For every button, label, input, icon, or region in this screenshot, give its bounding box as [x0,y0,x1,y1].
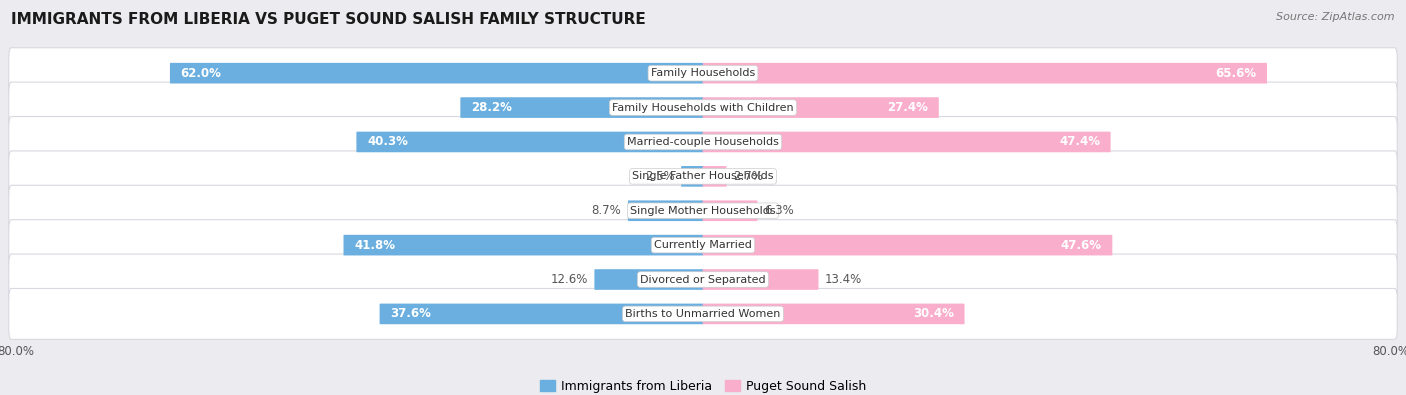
Text: Source: ZipAtlas.com: Source: ZipAtlas.com [1277,12,1395,22]
FancyBboxPatch shape [681,166,703,187]
FancyBboxPatch shape [703,269,818,290]
Text: 37.6%: 37.6% [391,307,432,320]
FancyBboxPatch shape [8,185,1398,236]
FancyBboxPatch shape [8,288,1398,339]
FancyBboxPatch shape [703,304,965,324]
Text: Births to Unmarried Women: Births to Unmarried Women [626,309,780,319]
FancyBboxPatch shape [343,235,703,256]
Text: Family Households with Children: Family Households with Children [612,103,794,113]
Text: Single Father Households: Single Father Households [633,171,773,181]
Text: 27.4%: 27.4% [887,101,928,114]
Text: 47.4%: 47.4% [1059,135,1099,149]
Text: 12.6%: 12.6% [551,273,588,286]
FancyBboxPatch shape [8,254,1398,305]
FancyBboxPatch shape [356,132,703,152]
Text: 6.3%: 6.3% [763,204,794,217]
FancyBboxPatch shape [703,166,727,187]
Text: Single Mother Households: Single Mother Households [630,206,776,216]
FancyBboxPatch shape [595,269,703,290]
FancyBboxPatch shape [8,220,1398,271]
FancyBboxPatch shape [703,235,1112,256]
Text: Family Households: Family Households [651,68,755,78]
FancyBboxPatch shape [8,151,1398,202]
Text: Married-couple Households: Married-couple Households [627,137,779,147]
FancyBboxPatch shape [703,132,1111,152]
Text: 62.0%: 62.0% [180,67,222,80]
FancyBboxPatch shape [380,304,703,324]
Text: 41.8%: 41.8% [354,239,395,252]
Text: 2.7%: 2.7% [733,170,763,183]
Legend: Immigrants from Liberia, Puget Sound Salish: Immigrants from Liberia, Puget Sound Sal… [534,375,872,395]
FancyBboxPatch shape [170,63,703,83]
FancyBboxPatch shape [8,117,1398,167]
FancyBboxPatch shape [703,97,939,118]
FancyBboxPatch shape [8,48,1398,99]
FancyBboxPatch shape [703,200,758,221]
Text: 40.3%: 40.3% [367,135,408,149]
Text: Currently Married: Currently Married [654,240,752,250]
Text: 47.6%: 47.6% [1060,239,1102,252]
Text: Divorced or Separated: Divorced or Separated [640,275,766,284]
FancyBboxPatch shape [628,200,703,221]
Text: 8.7%: 8.7% [592,204,621,217]
FancyBboxPatch shape [8,82,1398,133]
Text: IMMIGRANTS FROM LIBERIA VS PUGET SOUND SALISH FAMILY STRUCTURE: IMMIGRANTS FROM LIBERIA VS PUGET SOUND S… [11,12,645,27]
Text: 2.5%: 2.5% [645,170,675,183]
Text: 65.6%: 65.6% [1215,67,1257,80]
Text: 30.4%: 30.4% [912,307,953,320]
Text: 13.4%: 13.4% [825,273,862,286]
FancyBboxPatch shape [703,63,1267,83]
Text: 28.2%: 28.2% [471,101,512,114]
FancyBboxPatch shape [460,97,703,118]
